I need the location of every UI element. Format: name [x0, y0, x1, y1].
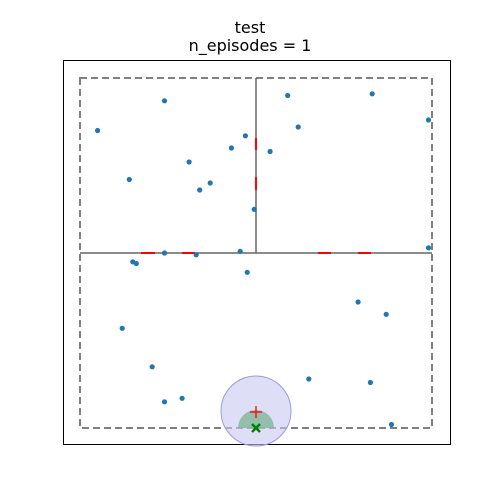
- scatter-point-13: [197, 187, 203, 193]
- scatter-point-21: [244, 269, 250, 275]
- scatter-point-10: [186, 159, 192, 165]
- scatter-point-1: [161, 98, 168, 104]
- goal-sector: [238, 410, 274, 428]
- scatter-point-30: [388, 421, 395, 428]
- scatter-point-25: [149, 364, 155, 370]
- agent-x-icon: [251, 423, 261, 433]
- scatter-point-17: [133, 260, 139, 267]
- scatter-points: [95, 91, 432, 428]
- scatter-point-9: [267, 148, 273, 155]
- scatter-point-15: [425, 245, 432, 251]
- scatter-point-14: [251, 206, 257, 212]
- scatter-point-6: [295, 124, 301, 130]
- scatter-point-29: [179, 395, 185, 401]
- goal-plus-icon: [250, 406, 262, 418]
- scatter-point-12: [207, 180, 213, 186]
- figure-title-line-1: test: [234, 18, 266, 37]
- scatter-point-18: [161, 250, 168, 256]
- scatter-point-3: [369, 91, 375, 97]
- scatter-point-5: [95, 127, 101, 134]
- scatter-point-8: [228, 145, 234, 151]
- scatter-point-20: [237, 248, 243, 254]
- figure-title-line-2: n_episodes = 1: [188, 36, 312, 55]
- scatter-point-28: [161, 399, 168, 405]
- scatter-point-24: [119, 325, 125, 331]
- scatter-point-26: [306, 376, 312, 382]
- scatter-point-22: [355, 299, 361, 305]
- scatter-point-4: [425, 117, 432, 123]
- scatter-point-11: [126, 176, 132, 183]
- scatter-point-23: [383, 311, 389, 317]
- scatter-point-19: [193, 252, 199, 258]
- scatter-point-27: [367, 379, 373, 386]
- scatter-point-7: [242, 133, 248, 139]
- scatter-point-2: [285, 92, 291, 99]
